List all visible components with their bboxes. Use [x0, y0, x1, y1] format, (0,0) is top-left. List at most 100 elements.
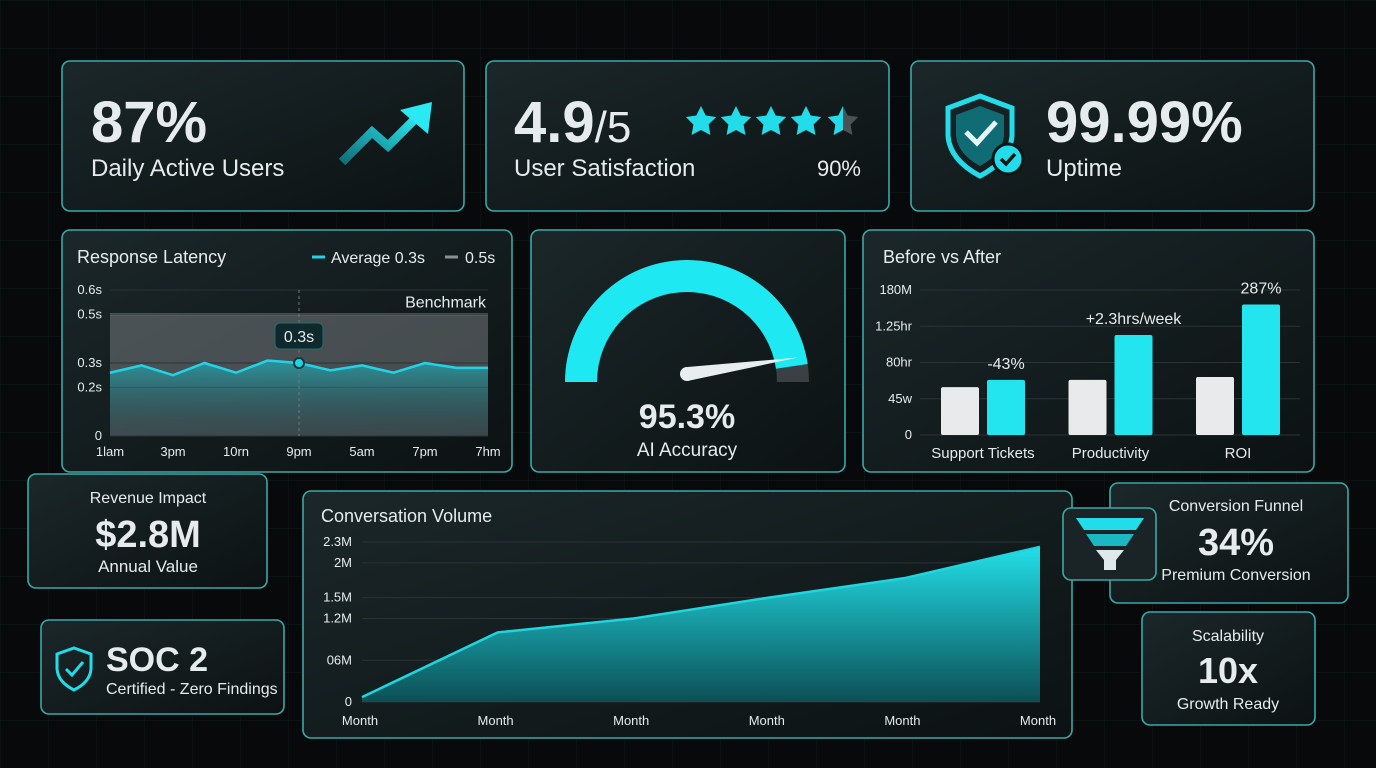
- y-tick-label: 1.2M: [323, 611, 352, 626]
- card: [485, 60, 890, 212]
- shield-check: [964, 120, 998, 147]
- x-tick-label: Month: [342, 713, 378, 728]
- star: [790, 106, 822, 135]
- card-value: 10x: [1198, 650, 1258, 691]
- card: [61, 60, 465, 212]
- bar: [941, 387, 979, 435]
- bar: [1242, 304, 1280, 435]
- y-tick-label: 45w: [888, 391, 912, 406]
- gauge-hub: [680, 367, 694, 381]
- chart-title: Conversation Volume: [321, 506, 492, 526]
- x-tick-label: ROI: [1225, 445, 1252, 462]
- bar-annotation: 287%: [1241, 281, 1282, 298]
- shield-icon: [945, 93, 1015, 179]
- star-half: [827, 106, 843, 135]
- card-title: SOC 2: [106, 641, 208, 679]
- point: [293, 357, 305, 369]
- gauge-title: AI Accuracy: [637, 440, 738, 461]
- y-tick-label: 80hr: [886, 355, 913, 370]
- x-tick-label: Productivity: [1072, 445, 1150, 462]
- x-tick-label: Month: [884, 713, 920, 728]
- card-value: 34%: [1198, 522, 1274, 564]
- funnel-icon: [1076, 518, 1144, 530]
- card-title: Conversion Funnel: [1169, 498, 1303, 515]
- shield-icon: [55, 646, 93, 692]
- rating-stars: [685, 106, 859, 135]
- shield-check: [64, 661, 85, 678]
- star: [685, 106, 717, 135]
- card: [40, 619, 285, 715]
- x-tick-label: Month: [1020, 713, 1056, 728]
- kpi-value: 99.99%: [1046, 90, 1243, 155]
- y-tick-label: 0: [95, 428, 102, 443]
- gauge-value: 95.3%: [639, 398, 735, 436]
- funnel-icon: [1076, 518, 1144, 570]
- x-tick-label: Month: [749, 713, 785, 728]
- card: [1141, 611, 1316, 726]
- value-label: 0.3s: [284, 329, 314, 346]
- card-label: Annual Value: [98, 557, 198, 576]
- kpi-value: 4.9: [514, 90, 595, 155]
- bar: [1068, 379, 1107, 435]
- y-tick-label: 0.5s: [77, 306, 102, 321]
- check-badge: [999, 152, 1017, 167]
- y-tick-label: 0.2s: [77, 379, 102, 394]
- y-tick-label: 2M: [334, 555, 352, 570]
- x-tick-label: 5am: [349, 444, 374, 459]
- kpi-label: User Satisfaction: [514, 155, 695, 182]
- trend-icon: [338, 112, 422, 166]
- card-label: Certified - Zero Findings: [106, 681, 278, 698]
- x-tick-label: 9pm: [286, 444, 311, 459]
- area: [362, 546, 1040, 702]
- card-label: Premium Conversion: [1161, 567, 1310, 584]
- bar: [1196, 377, 1234, 435]
- kpi-value: 87%: [91, 90, 207, 155]
- funnel-icon: [1086, 534, 1134, 546]
- chart-title: Before vs After: [883, 247, 1001, 267]
- chart-title: Response Latency: [77, 247, 226, 267]
- bar: [1114, 334, 1153, 435]
- benchmark-label: Benchmark: [405, 294, 487, 311]
- gauge-needle: [685, 357, 798, 381]
- area-line: [361, 545, 1041, 699]
- y-tick-label: 0: [345, 694, 352, 709]
- legend-label: Average 0.3s: [331, 250, 425, 267]
- x-tick-label: 7hm: [475, 444, 500, 459]
- trend-icon-head: [400, 102, 432, 134]
- bar-annotation: -43%: [987, 356, 1024, 373]
- kpi-scale: /5: [595, 103, 632, 152]
- x-tick-label: 3pm: [160, 444, 185, 459]
- x-tick-label: Support Tickets: [931, 445, 1034, 462]
- y-tick-label: 06M: [327, 652, 352, 667]
- x-tick-label: 1lam: [96, 444, 124, 459]
- kpi-note: 90%: [817, 156, 861, 181]
- bar-annotation: +2.3hrs/week: [1086, 311, 1183, 328]
- y-tick-label: 2.3M: [323, 534, 352, 549]
- funnel-icon: [1096, 550, 1124, 570]
- x-tick-label: 10rn: [223, 444, 249, 459]
- y-tick-label: 0: [905, 427, 912, 442]
- y-tick-label: 0.6s: [77, 282, 102, 297]
- card-value: $2.8M: [95, 514, 201, 556]
- x-tick-label: 7pm: [412, 444, 437, 459]
- card-title: Scalability: [1192, 628, 1264, 645]
- check-badge: [991, 142, 1025, 176]
- star: [755, 106, 787, 135]
- card-label: Growth Ready: [1177, 696, 1279, 713]
- card: [27, 473, 268, 589]
- gauge-fill: [565, 260, 808, 382]
- bar: [987, 379, 1025, 435]
- y-tick-label: 1.5M: [323, 590, 352, 605]
- legend-label: 0.5s: [465, 250, 495, 267]
- x-tick-label: Month: [478, 713, 514, 728]
- card-title: Revenue Impact: [90, 490, 207, 507]
- tooltip: [274, 322, 324, 350]
- y-tick-label: 180M: [879, 282, 912, 297]
- y-tick-label: 1.25hr: [875, 318, 913, 333]
- kpi-label: Uptime: [1046, 155, 1122, 182]
- x-tick-label: Month: [613, 713, 649, 728]
- star: [720, 106, 752, 135]
- kpi-value: 4.9/5: [514, 90, 631, 155]
